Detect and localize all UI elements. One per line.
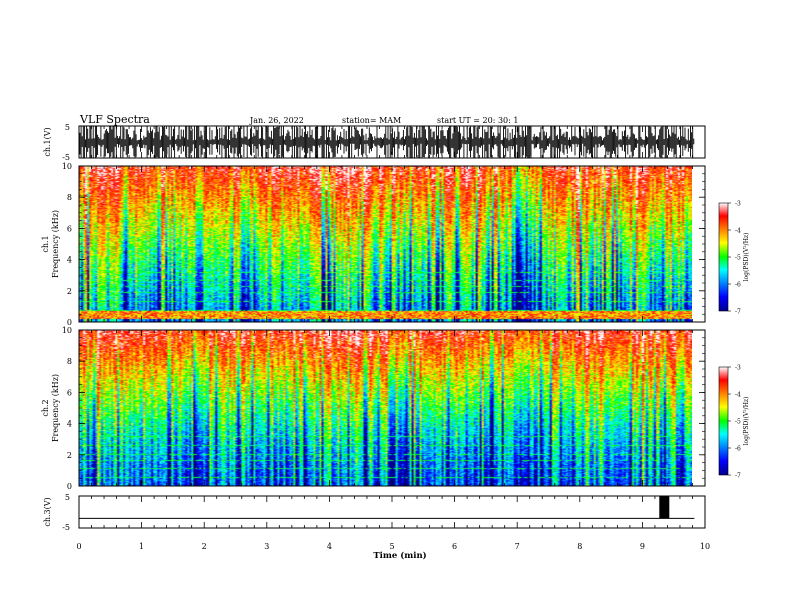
ch3-waveform-panel: 5 -5 ch.3(V) — [43, 493, 706, 532]
date-label: Jan. 26, 2022 — [249, 116, 304, 125]
ch1-spectrogram-yticks: 0 2 4 6 8 10 — [62, 162, 705, 327]
ch3-waveform-trace — [79, 496, 695, 519]
ch1-colorbar-ticks: -3 -4 -5 -6 -7 — [728, 201, 741, 316]
colorbar-tick-label: -5 — [735, 255, 741, 262]
freq-tick-label: 8 — [67, 357, 72, 366]
time-tick-label: 0 — [76, 542, 81, 551]
colorbar-tick-label: -6 — [735, 282, 741, 289]
freq-tick-label: 0 — [67, 482, 72, 491]
ch2-colorbar-ticks: -3 -4 -5 -6 -7 — [728, 365, 741, 480]
time-axis-tick-labels: 0 1 2 3 4 5 6 7 8 9 10 — [76, 542, 710, 551]
ch1-colorbar — [718, 202, 729, 312]
time-tick-label: 3 — [264, 542, 269, 551]
freq-tick-label: 4 — [67, 256, 72, 265]
ch2-spectrogram-ylabel-line2: Frequency (kHz) — [51, 374, 60, 442]
colorbar-tick-label: -6 — [735, 446, 741, 453]
time-axis-ticks — [78, 126, 706, 528]
ch1-waveform-trace — [79, 126, 695, 158]
freq-tick-label: 6 — [67, 388, 72, 397]
ch3-ytick-bottom: -5 — [62, 523, 70, 532]
time-axis-label: Time (min) — [373, 550, 426, 561]
ch2-spectrogram-yticks: 0 2 4 6 8 10 — [62, 326, 705, 491]
freq-tick-label: 10 — [62, 162, 72, 171]
ch2-spectrogram-ylabel-line1: ch.2 — [41, 399, 50, 416]
colorbar-tick-label: -7 — [735, 473, 741, 480]
ch1-ytick-bottom: -5 — [62, 153, 70, 162]
ch1-ylabel: ch.1(V) — [43, 127, 52, 156]
freq-tick-label: 6 — [67, 224, 72, 233]
ch1-colorbar-label: log(PSD)(V²/Hz) — [743, 233, 750, 282]
ch2-colorbar-label: log(PSD)(V²/Hz) — [743, 397, 750, 446]
ch1-spectrogram-ylabel-line2: Frequency (kHz) — [51, 210, 60, 278]
ch1-spectrogram-ylabel-line1: ch.1 — [41, 235, 50, 252]
time-tick-label: 1 — [139, 542, 144, 551]
colorbar-tick-label: -3 — [735, 365, 741, 372]
ch1-waveform-line — [79, 126, 695, 158]
ch3-ytick-top: 5 — [65, 493, 70, 502]
time-tick-label: 2 — [202, 542, 207, 551]
freq-tick-label: 8 — [67, 193, 72, 202]
freq-tick-label: 4 — [67, 420, 72, 429]
time-tick-label: 9 — [640, 542, 645, 551]
freq-tick-label: 10 — [62, 326, 72, 335]
colorbar-tick-label: -7 — [735, 309, 741, 316]
time-tick-label: 5 — [389, 542, 394, 551]
freq-tick-label: 0 — [67, 318, 72, 327]
colorbar-tick-label: -5 — [735, 419, 741, 426]
freq-tick-label: 2 — [67, 451, 72, 460]
ch2-spectrogram-image — [79, 330, 692, 486]
station-label: station= MAM — [342, 116, 401, 125]
ch1-waveform-panel: 5 -5 ch.1(V) — [43, 123, 706, 162]
ch1-spectrogram-image — [79, 166, 692, 322]
figure-title: VLF Spectra — [79, 113, 150, 126]
time-tick-label: 7 — [515, 542, 520, 551]
time-tick-label: 8 — [577, 542, 582, 551]
time-tick-label: 4 — [327, 542, 332, 551]
time-tick-label: 6 — [452, 542, 457, 551]
ch3-pulse — [659, 496, 670, 519]
freq-tick-label: 2 — [67, 287, 72, 296]
start-ut-label: start UT = 20: 30: 1 — [437, 116, 518, 125]
time-tick-label: 10 — [700, 542, 710, 551]
colorbar-tick-label: -3 — [735, 201, 741, 208]
ch2-colorbar — [718, 366, 729, 476]
colorbar-tick-label: -4 — [735, 228, 741, 235]
ch1-ytick-top: 5 — [65, 123, 70, 132]
colorbar-tick-label: -4 — [735, 392, 741, 399]
ch3-ylabel: ch.3(V) — [43, 497, 52, 526]
